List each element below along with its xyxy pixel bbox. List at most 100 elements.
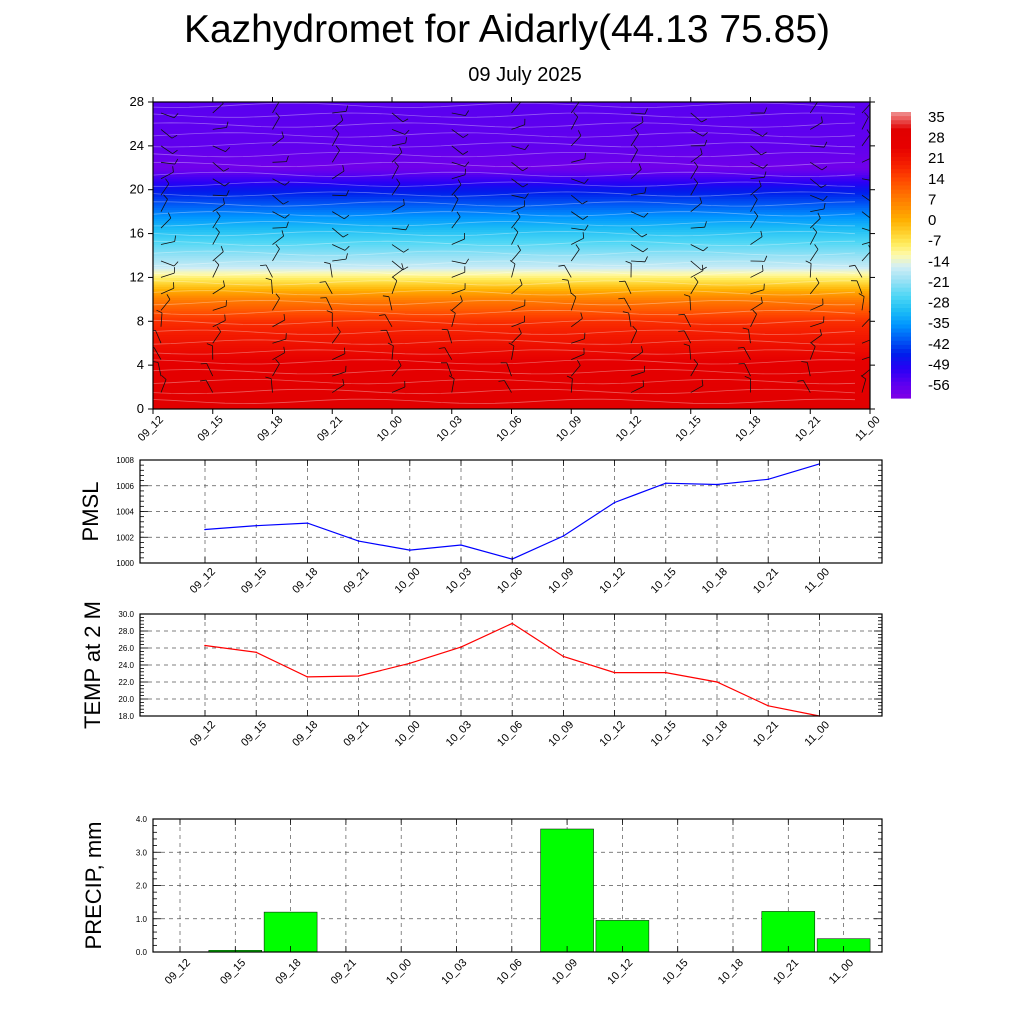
colorbar-label: -28 (928, 295, 950, 312)
colorbar-segment (891, 185, 911, 191)
wind-barb (750, 270, 764, 278)
x-tick-label: 10_21 (751, 719, 781, 749)
wind-barb-flag (224, 314, 226, 321)
wind-barb-flag (453, 194, 459, 200)
wind-barb (272, 248, 280, 262)
wind-barb (271, 279, 273, 294)
temperature-band (153, 332, 870, 336)
x-tick-label: 09_18 (290, 566, 320, 596)
wind-barb (809, 102, 819, 114)
wind-barb-flag (399, 146, 403, 153)
wind-barb (332, 384, 345, 393)
wind-barb (511, 250, 521, 262)
temperature-band (153, 163, 870, 167)
colorbar-segment (891, 181, 911, 187)
wind-barb (391, 365, 402, 377)
wind-barb-flag (644, 256, 648, 262)
wind-barb-flag (403, 198, 405, 206)
temperature-band (153, 233, 870, 237)
wind-barb-flag (319, 281, 326, 283)
y-axis-title: PRECIP, mm (81, 822, 106, 950)
temperature-band (153, 196, 870, 200)
data-point (357, 540, 360, 542)
temperature-band (153, 229, 870, 232)
wind-barb-flag (379, 314, 386, 316)
wind-barb (630, 260, 646, 263)
temperature-band (153, 402, 870, 406)
y-tick-label: 1006 (116, 482, 134, 491)
x-tick-label: 09_12 (136, 414, 166, 444)
wind-barb-flag (516, 211, 521, 218)
wind-barb-flag (801, 361, 808, 363)
contour-line (153, 211, 856, 217)
wind-barb (391, 166, 399, 179)
temperature-band (153, 119, 870, 123)
temp2m-panel: 18.0 20.0 22.0 24.0 26.0 28.0 30.0 09_12 09_15 09… (80, 601, 883, 749)
data-point (357, 675, 360, 677)
wind-barb (570, 378, 573, 393)
wind-barb (511, 178, 524, 188)
temperature-band (153, 145, 870, 149)
wind-barb-flag (283, 314, 286, 321)
y-tick-label: 3.0 (136, 848, 148, 857)
temperature-band (153, 132, 870, 136)
wind-barb (332, 244, 346, 251)
y-tick-label: 2.0 (136, 882, 148, 891)
data-point (409, 662, 411, 665)
temperature-band (153, 321, 870, 325)
chart-title: Kazhydromet for Aidarly(44.13 75.85) (183, 8, 830, 51)
wind-barb (212, 161, 224, 172)
colorbar-segment (891, 120, 911, 125)
wind-barb (690, 260, 702, 271)
wind-barb (391, 345, 394, 360)
x-tick-label: 10_09 (550, 957, 580, 987)
colorbar-segment (891, 389, 911, 395)
colorbar-segment (891, 197, 911, 203)
temperature-band (153, 257, 870, 261)
temperature-band (153, 299, 870, 303)
x-tick-label: 11_00 (853, 414, 883, 444)
data-point (460, 646, 462, 648)
wind-barb-flag (324, 261, 331, 264)
temperature-band (153, 187, 870, 191)
wind-barb (160, 145, 173, 155)
wind-barb-flag (344, 214, 350, 220)
data-point (306, 676, 309, 678)
y-tick-label: 4.0 (136, 815, 148, 824)
y-tick-label: 1004 (116, 508, 134, 517)
wind-barb-flag (848, 264, 856, 267)
wind-barb (272, 194, 284, 205)
wind-barb (750, 129, 763, 137)
temperature-band (153, 268, 870, 272)
wind-barb (212, 251, 224, 262)
wind-barb (630, 192, 645, 196)
x-tick-label: 09_21 (341, 719, 371, 749)
wind-barb (160, 299, 171, 311)
wind-barb-flag (701, 266, 707, 271)
temperature-band (153, 165, 870, 169)
wind-barb (272, 178, 286, 186)
wind-barb-flag (821, 166, 828, 171)
wind-barb (810, 145, 825, 148)
wind-barb-flag (817, 212, 821, 219)
wind-barb (630, 330, 638, 344)
wind-barb (451, 288, 466, 295)
temperature-band (153, 126, 870, 129)
wind-barb (810, 122, 823, 130)
data-point (460, 544, 462, 546)
temperature-band (153, 176, 870, 180)
y-tick-label: 16 (130, 226, 144, 241)
wind-barb-flag (580, 312, 583, 319)
wind-barb (451, 313, 456, 327)
wind-barb (386, 330, 393, 344)
wind-barb (571, 158, 585, 163)
temperature-band (153, 347, 870, 351)
x-tick-label: 10_06 (495, 957, 525, 987)
wind-barb-flag (566, 375, 573, 379)
wind-barb-flag (693, 178, 699, 184)
data-point (204, 644, 206, 647)
wind-barb (391, 227, 406, 231)
wind-barb (391, 268, 404, 278)
wind-barb (861, 296, 865, 311)
wind-barb-flag (172, 166, 174, 173)
